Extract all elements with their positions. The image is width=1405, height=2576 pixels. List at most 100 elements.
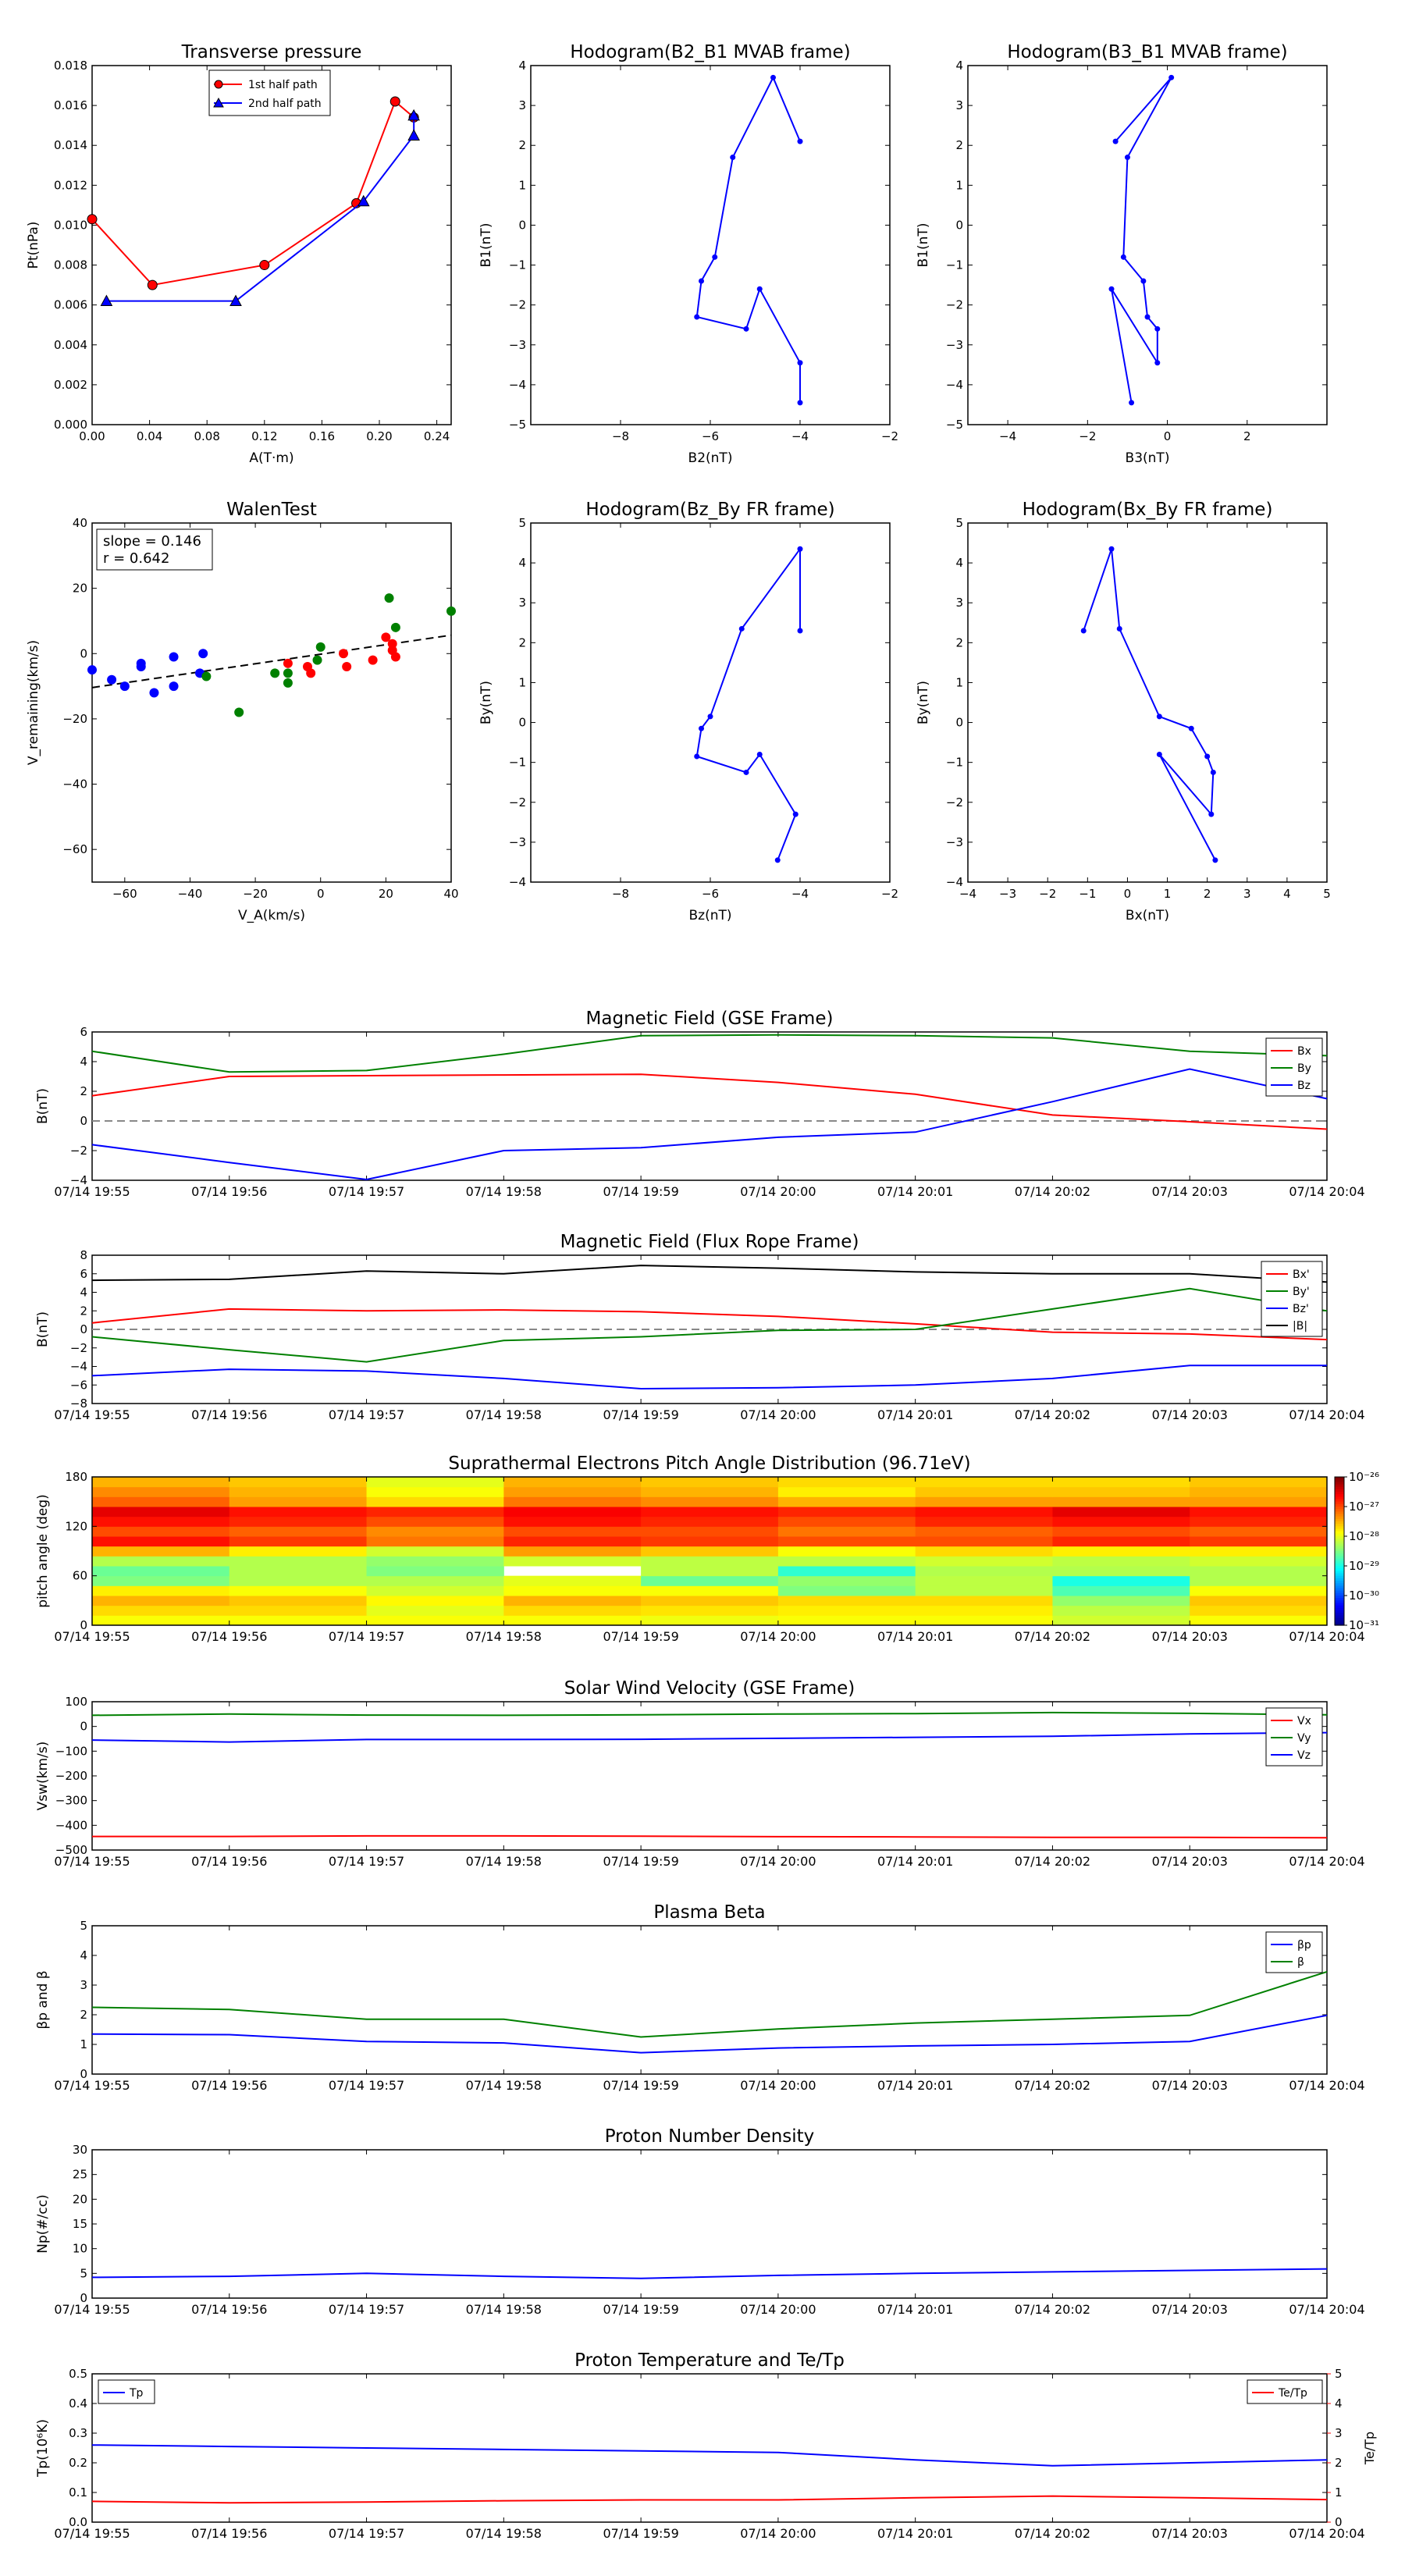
hodo1-xlabel: B2(nT) bbox=[688, 450, 733, 466]
tp-time-label: 07/14 19:55 bbox=[54, 2526, 130, 2541]
pad-colorbar-cell bbox=[1335, 1585, 1344, 1589]
pad-cell bbox=[92, 1477, 230, 1488]
pad-colorbar-cell bbox=[1335, 1605, 1344, 1609]
bgse-time-label: 07/14 20:03 bbox=[1152, 1184, 1228, 1199]
bfr-time-label: 07/14 19:55 bbox=[54, 1407, 130, 1422]
pad-cell bbox=[777, 1496, 916, 1507]
walen-point bbox=[315, 642, 325, 652]
pad-cell bbox=[777, 1575, 916, 1586]
pad-ytick-label: 60 bbox=[73, 1569, 87, 1583]
hodo4-xtick-label: 3 bbox=[1243, 887, 1251, 901]
pad-colorbar-cell bbox=[1335, 1518, 1344, 1522]
chart-np: 07/14 19:55 07/14 19:56 07/14 19:57 07/14 1… bbox=[35, 2126, 1365, 2317]
pad-colorbar-cell bbox=[1335, 1482, 1344, 1485]
hodo2-point bbox=[1108, 286, 1115, 292]
hodo4-frame bbox=[967, 522, 1328, 883]
walen-xtick-label: 40 bbox=[443, 887, 458, 901]
tp-time-label: 07/14 20:02 bbox=[1015, 2526, 1090, 2541]
hodo2-point bbox=[1154, 360, 1161, 366]
tp-y2tick-label: 5 bbox=[1335, 2367, 1343, 2381]
pad-cell bbox=[915, 1605, 1053, 1616]
walen-point bbox=[198, 649, 208, 659]
hodo1-ytick-label: −4 bbox=[509, 378, 526, 392]
bgse-legend-label: By bbox=[1297, 1062, 1311, 1075]
hodo1-point bbox=[743, 326, 749, 332]
pad-colorbar-cell bbox=[1335, 1477, 1344, 1480]
pad-cell bbox=[503, 1575, 642, 1586]
tp-series-line bbox=[91, 2444, 1328, 2467]
walen-xtick-label: −40 bbox=[178, 887, 203, 901]
pad-cell bbox=[1052, 1486, 1190, 1497]
hodo1-path bbox=[695, 75, 801, 403]
pad-colorbar-cell bbox=[1335, 1499, 1344, 1503]
pt-series-line bbox=[91, 100, 414, 286]
pad-cell bbox=[503, 1477, 642, 1488]
pad-cell bbox=[915, 1507, 1053, 1517]
bfr-ytick-label: 6 bbox=[80, 1267, 87, 1281]
pad-time-label: 07/14 19:58 bbox=[466, 1629, 542, 1644]
bfr-time-label: 07/14 19:56 bbox=[191, 1407, 267, 1422]
walen-annotation-box bbox=[96, 528, 213, 571]
pad-cell bbox=[1190, 1546, 1328, 1557]
pad-cell bbox=[1190, 1507, 1328, 1517]
beta-time-label: 07/14 20:01 bbox=[877, 2078, 953, 2093]
walen-point bbox=[87, 665, 97, 675]
pad-cell bbox=[641, 1516, 779, 1527]
chart-hodo2: −4 −2 0 2 −5 −4 −3 −2 −1 0 1 2 3 4 Hodogram(B3_B1 MVAB… bbox=[916, 42, 1328, 466]
hodo3-xtick-label: −6 bbox=[702, 887, 719, 901]
tp-ylabel: Tp(10⁶K) bbox=[35, 2419, 51, 2478]
pad-cell bbox=[229, 1496, 368, 1507]
np-time-label: 07/14 20:01 bbox=[877, 2302, 953, 2317]
pad-cell bbox=[229, 1546, 368, 1557]
pt-xtick-label: 0.16 bbox=[309, 429, 335, 443]
pad-cell bbox=[92, 1615, 230, 1626]
pad-cell bbox=[229, 1575, 368, 1586]
pad-cell bbox=[1190, 1477, 1328, 1488]
hodo4-point bbox=[1208, 811, 1215, 817]
hodo2-ytick-label: −5 bbox=[946, 418, 963, 432]
pad-cell bbox=[1190, 1496, 1328, 1507]
pad-cell bbox=[366, 1526, 504, 1537]
vsw-time-label: 07/14 19:59 bbox=[603, 1854, 678, 1869]
np-ytick-label: 25 bbox=[73, 2168, 87, 2182]
pt-ytick-label: 0.008 bbox=[54, 258, 87, 272]
pad-colorbar-frame bbox=[1334, 1476, 1345, 1626]
pad-ylabel: pitch angle (deg) bbox=[35, 1494, 51, 1608]
hodo4-point bbox=[1188, 725, 1194, 731]
pad-cell bbox=[366, 1605, 504, 1616]
pad-colorbar-cell bbox=[1335, 1496, 1344, 1500]
chart-hodo3: −8 −6 −4 −2 −4 −3 −2 −1 0 1 2 3 4 5 Hodogram(Bz_By FR … bbox=[478, 500, 898, 923]
bgse-time-label: 07/14 20:04 bbox=[1289, 1184, 1364, 1199]
pad-cell bbox=[641, 1566, 779, 1577]
hodo1-point bbox=[797, 360, 803, 366]
vsw-legend-label: Vx bbox=[1297, 1715, 1311, 1727]
hodo2-point bbox=[1144, 314, 1151, 320]
pad-cell bbox=[1190, 1566, 1328, 1577]
pt-point bbox=[407, 109, 420, 121]
walen-xtick-label: −20 bbox=[243, 887, 268, 901]
beta-legend bbox=[1265, 1931, 1323, 1973]
pad-cell bbox=[915, 1596, 1053, 1606]
pad-cell bbox=[1190, 1516, 1328, 1527]
pad-cell bbox=[366, 1536, 504, 1547]
pad-cell bbox=[1052, 1496, 1190, 1507]
chart-hodo4: −4 −3 −2 −1 0 1 2 3 4 5 −4 −3 −2 −1 0 1 2 3 4 5 Hodogram(Bx_… bbox=[916, 500, 1331, 923]
hodo2-point bbox=[1168, 74, 1175, 80]
bfr-time-label: 07/14 20:01 bbox=[877, 1407, 953, 1422]
bfr-time-label: 07/14 20:02 bbox=[1015, 1407, 1090, 1422]
tp-series-line bbox=[91, 2495, 1328, 2504]
hodo4-title: Hodogram(Bx_By FR frame) bbox=[1023, 500, 1273, 520]
hodo4-ytick-label: −1 bbox=[946, 756, 963, 770]
pad-colorbar-cell bbox=[1335, 1613, 1344, 1616]
vsw-ytick-label: −300 bbox=[55, 1794, 87, 1808]
walen-point bbox=[390, 622, 400, 632]
bfr-time-label: 07/14 20:00 bbox=[740, 1407, 816, 1422]
np-series-line bbox=[91, 2268, 1328, 2279]
walen-ytick-label: −20 bbox=[62, 712, 87, 726]
walen-point bbox=[312, 655, 322, 665]
pad-cell bbox=[503, 1546, 642, 1557]
bgse-time-label: 07/14 19:57 bbox=[329, 1184, 404, 1199]
walen-point bbox=[384, 593, 394, 603]
chart-vsw: 07/14 19:55 07/14 19:56 07/14 19:57 07/14 1… bbox=[35, 1678, 1365, 1869]
hodo3-point bbox=[792, 811, 799, 817]
